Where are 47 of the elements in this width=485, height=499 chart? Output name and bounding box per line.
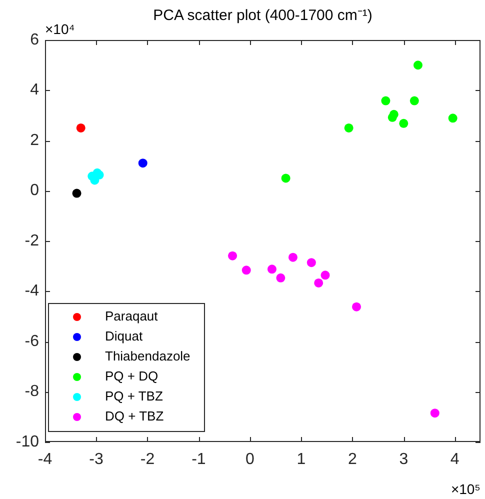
point: [228, 251, 238, 260]
point: [448, 114, 458, 123]
point: [76, 123, 86, 132]
point: [288, 252, 298, 262]
point: [72, 188, 82, 198]
x-tick-label: 0: [245, 451, 254, 468]
point: [389, 110, 398, 119]
chart-title: PCA scatter plot (400-1700 cm⁻¹): [153, 7, 372, 24]
x-tick-label: 2: [348, 451, 357, 468]
legend-label: Thiabendazole: [105, 348, 190, 364]
legend-label: Diquat: [105, 328, 143, 344]
y-tick-label: 4: [30, 82, 40, 99]
x-tick-label: 1: [296, 451, 306, 468]
point: [413, 60, 422, 70]
y-tick-label: -10: [16, 433, 40, 450]
point: [320, 270, 330, 280]
text: ×10⁵: [450, 480, 480, 497]
x-tick-label: 4: [450, 451, 460, 468]
point: [281, 174, 290, 183]
x-tick-label: -1: [192, 451, 206, 468]
x-tick-label: -2: [140, 451, 155, 468]
legend-label: PQ + TBZ: [105, 388, 163, 404]
point: [242, 266, 251, 275]
point: [267, 264, 276, 274]
y-tick-label: -2: [24, 232, 40, 250]
legend-label: PQ + DQ: [105, 368, 158, 384]
x-tick-label: -3: [89, 451, 104, 468]
legend-label: DQ + TBZ: [105, 408, 164, 424]
y-tick-label: 6: [30, 31, 40, 48]
y-tick-label: -8: [24, 383, 40, 400]
point: [381, 96, 390, 106]
point: [276, 273, 286, 282]
point: [352, 302, 362, 312]
y-tick-label: -4: [24, 282, 40, 300]
x-tick-label: 3: [399, 451, 408, 468]
y-tick-label: 0: [30, 182, 40, 200]
y-tick-label: 2: [30, 132, 40, 149]
point: [314, 278, 324, 288]
point: [306, 258, 316, 268]
y-tick-label: -6: [24, 332, 40, 350]
point: [410, 96, 419, 106]
legend-label: Paraqaut: [105, 308, 158, 324]
text: ×10⁴: [45, 20, 75, 37]
point: [138, 158, 148, 168]
point: [344, 123, 354, 132]
point: [430, 408, 440, 418]
point: [399, 118, 408, 128]
